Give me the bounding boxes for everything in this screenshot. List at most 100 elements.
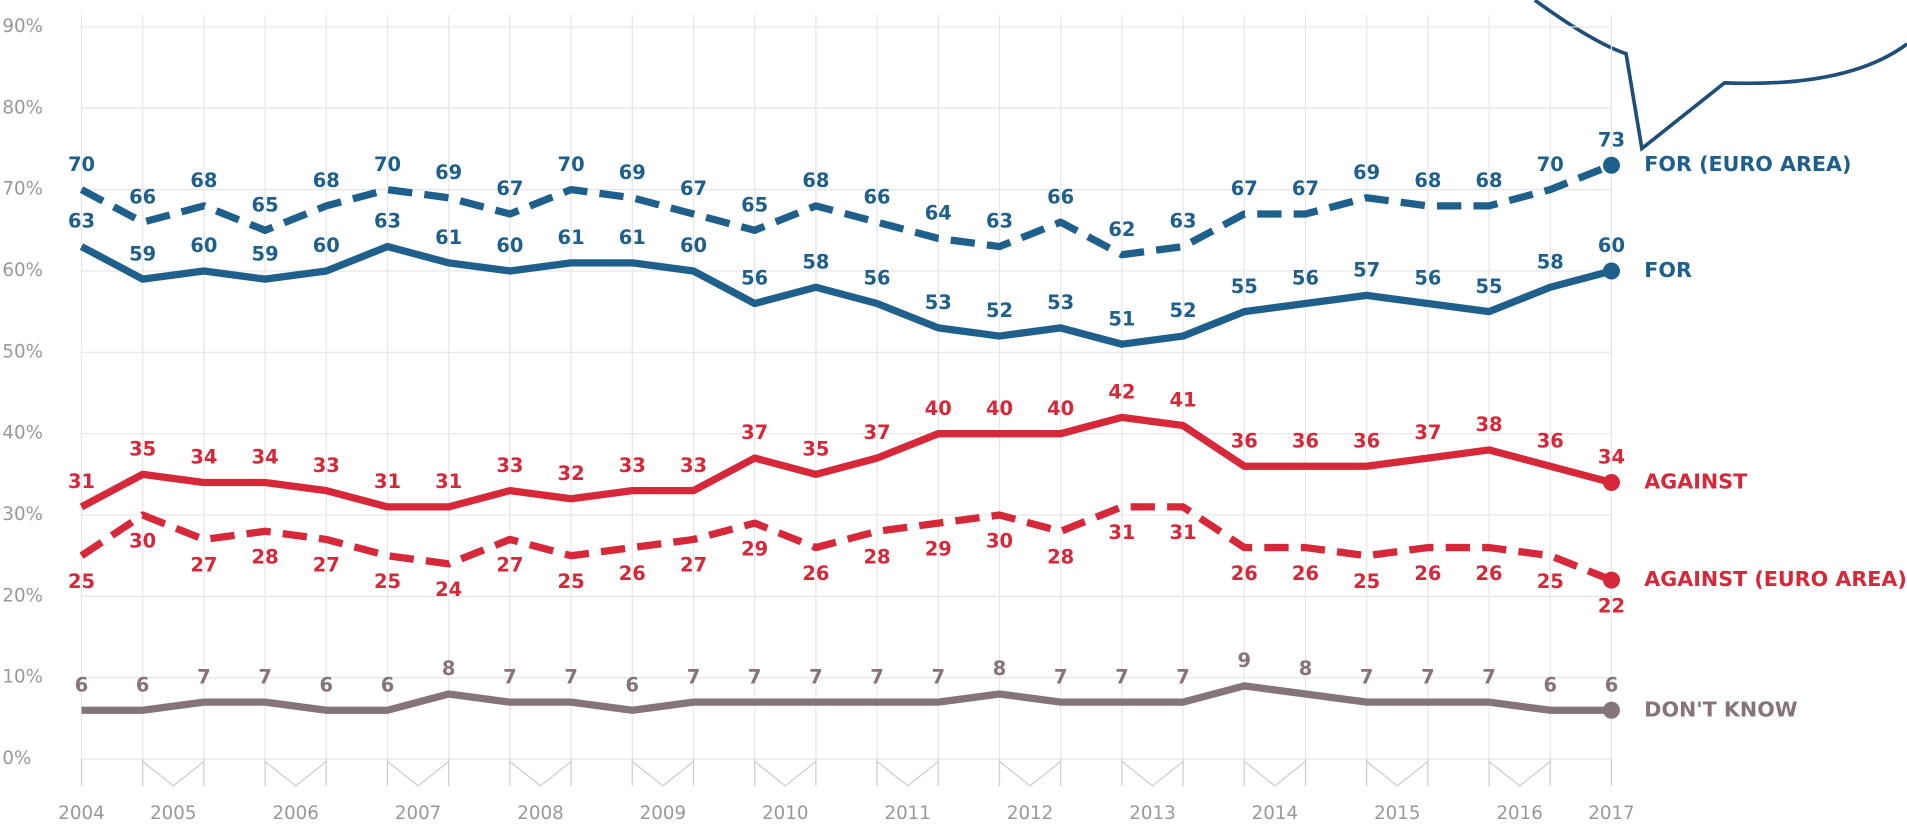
value-label: 52: [1170, 299, 1197, 322]
x-bracket: [1243, 761, 1306, 787]
value-label: 69: [435, 161, 462, 184]
value-label: 36: [1231, 429, 1258, 452]
value-label: 67: [1292, 177, 1319, 200]
value-label: 27: [190, 554, 217, 577]
value-label: 61: [558, 226, 585, 249]
value-label: 63: [68, 210, 95, 233]
y-tick-label: 50%: [2, 341, 43, 362]
value-label: 56: [1414, 267, 1441, 290]
x-tick-label: 2006: [272, 803, 318, 824]
value-label: 25: [68, 570, 95, 593]
x-bracket: [1121, 761, 1184, 787]
value-label: 7: [687, 665, 701, 688]
value-label: 33: [496, 454, 523, 477]
value-label: 68: [313, 169, 340, 192]
x-bracket: [264, 761, 327, 787]
x-bracket: [142, 761, 205, 787]
value-label: 55: [1231, 275, 1258, 298]
value-label: 30: [986, 529, 1013, 552]
value-label: 7: [1360, 665, 1374, 688]
value-label: 56: [1292, 267, 1319, 290]
y-tick-label: 20%: [2, 585, 43, 606]
value-label: 7: [809, 665, 823, 688]
value-label: 35: [129, 438, 156, 461]
y-tick-label: 70%: [2, 179, 43, 200]
value-label: 66: [864, 185, 891, 208]
y-tick-label: 10%: [2, 667, 43, 688]
series-name: DON'T KNOW: [1644, 697, 1797, 721]
series-line: [79, 242, 1613, 348]
value-label: 6: [320, 673, 334, 696]
series-name: AGAINST: [1644, 469, 1747, 493]
value-label: 37: [1414, 421, 1441, 444]
value-label: 7: [258, 665, 272, 688]
value-label: 6: [626, 673, 640, 696]
value-label: 34: [190, 446, 217, 469]
value-label: 7: [197, 665, 211, 688]
value-label: 58: [802, 250, 829, 273]
value-label: 7: [1176, 665, 1190, 688]
series-line: [81, 682, 1612, 714]
value-label: 40: [1047, 397, 1074, 420]
x-bracket: [1366, 761, 1429, 787]
value-label: 66: [1047, 185, 1074, 208]
value-label: 67: [680, 177, 707, 200]
value-label: 59: [252, 242, 279, 265]
value-label: 68: [190, 169, 217, 192]
value-label: 7: [870, 665, 884, 688]
y-tick-label: 0%: [2, 748, 31, 769]
value-label: 33: [680, 454, 707, 477]
value-label: 26: [1476, 562, 1503, 585]
series-name: FOR (EURO AREA): [1644, 152, 1851, 176]
value-label: 69: [1353, 161, 1380, 184]
x-bracket: [387, 761, 450, 787]
value-label: 33: [619, 454, 646, 477]
series-name: FOR: [1644, 258, 1692, 282]
value-label: 31: [435, 470, 462, 493]
value-label: 68: [1476, 169, 1503, 192]
value-label: 56: [864, 267, 891, 290]
x-tick-label: 2004: [58, 803, 104, 824]
x-tick-label: 2005: [150, 803, 196, 824]
value-label: 26: [1414, 562, 1441, 585]
value-label: 52: [986, 299, 1013, 322]
value-label: 7: [564, 665, 578, 688]
value-label: 6: [381, 673, 395, 696]
x-bracket: [999, 761, 1062, 787]
value-label: 58: [1537, 250, 1564, 273]
end-marker: [1602, 701, 1620, 719]
value-label: 41: [1170, 389, 1197, 412]
value-label: 25: [374, 570, 401, 593]
value-label: 68: [1414, 169, 1441, 192]
x-tick-label: 2011: [884, 803, 930, 824]
value-label: 70: [374, 153, 401, 176]
speech-bubble: [1533, 0, 1907, 152]
value-label: 53: [1047, 291, 1074, 314]
value-label: 7: [1421, 665, 1435, 688]
y-tick-label: 90%: [2, 16, 43, 37]
value-label: 63: [986, 210, 1013, 233]
value-label: 7: [748, 665, 762, 688]
value-label: 6: [75, 673, 89, 696]
value-label: 63: [1170, 210, 1197, 233]
value-label: 8: [442, 657, 456, 680]
value-label: 70: [68, 153, 95, 176]
value-label: 31: [1170, 521, 1197, 544]
value-label: 61: [619, 226, 646, 249]
end-marker: [1602, 473, 1620, 491]
value-label: 6: [136, 673, 150, 696]
value-label: 22: [1598, 594, 1625, 617]
value-label: 60: [680, 234, 707, 257]
y-tick-label: 80%: [2, 97, 43, 118]
value-label: 7: [1115, 665, 1129, 688]
value-label: 27: [680, 554, 707, 577]
value-label: 60: [1598, 234, 1625, 257]
value-label: 64: [925, 202, 952, 225]
value-label: 31: [374, 470, 401, 493]
value-label: 40: [986, 397, 1013, 420]
value-label: 70: [1537, 153, 1564, 176]
x-bracket: [1488, 761, 1551, 787]
value-label: 36: [1537, 429, 1564, 452]
value-label: 6: [1605, 673, 1619, 696]
value-label: 73: [1598, 128, 1625, 151]
